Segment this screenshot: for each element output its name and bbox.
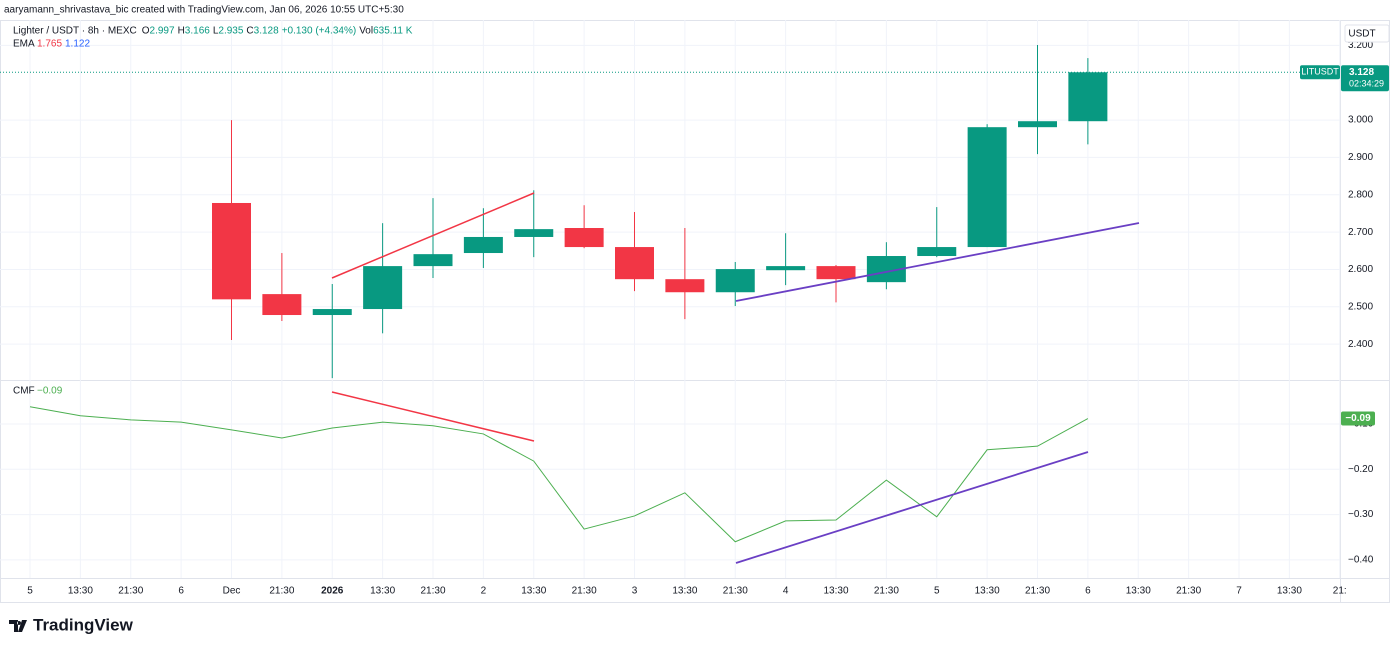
change: +0.130 (+4.34%) (282, 26, 357, 37)
candle-body (715, 269, 755, 293)
candle-body (766, 266, 806, 271)
x-tick-label: 21: (1333, 586, 1347, 597)
x-tick-label: 13:30 (1277, 586, 1302, 597)
price-tag (1341, 65, 1389, 92)
y-tick-label: 2.400 (1348, 339, 1373, 350)
volume-label: Vol (359, 26, 373, 37)
x-tick-label: 21:30 (572, 586, 597, 597)
y-tick-label: 3.200 (1348, 40, 1373, 51)
trend-line (735, 451, 1089, 564)
x-tick-label: 5 (27, 586, 33, 597)
y-tick-label: 2.800 (1348, 189, 1373, 200)
candle-body (564, 228, 604, 248)
ema-value: 1.765 (37, 39, 62, 50)
ohlc-value: 3.166 (185, 26, 210, 37)
ohlc-value: 2.997 (150, 26, 175, 37)
x-tick-label: 21:30 (1025, 586, 1050, 597)
cmf-value-tag (1341, 411, 1375, 426)
x-tick-label: 2 (481, 586, 487, 597)
attribution: aaryamann_shrivastava_bic created with T… (4, 5, 404, 16)
x-tick-label: 13:30 (68, 586, 93, 597)
candle-body (665, 279, 705, 293)
candle-body (514, 229, 554, 237)
x-tick-label: 21:30 (118, 586, 143, 597)
countdown: 02:34:29 (1349, 79, 1384, 89)
x-tick-label: 7 (1236, 586, 1242, 597)
x-tick-label: 21:30 (420, 586, 445, 597)
x-tick-label: 13:30 (521, 586, 546, 597)
cmf-legend-value: −0.09 (37, 386, 63, 397)
x-tick-label: 2026 (321, 586, 344, 597)
ohlc-label: L (213, 26, 219, 37)
candle-body (312, 309, 352, 316)
x-tick-label: 21:30 (1176, 586, 1201, 597)
ohlc-value: 3.128 (254, 26, 279, 37)
brand: TradingView (33, 615, 134, 634)
cmf-legend-name: CMF (13, 386, 35, 397)
price-tag-label: 3.128 (1349, 67, 1374, 78)
candle-body (212, 202, 251, 300)
ema-value: 1.122 (65, 39, 90, 50)
x-tick-label: 13:30 (1126, 586, 1151, 597)
y-tick-label: 2.900 (1348, 152, 1373, 163)
legend: CMF −0.09 Lighter / USDT · 8h · MEXC O 2.997… (13, 26, 413, 397)
candle-body (262, 294, 302, 316)
x-tick-label: 13:30 (370, 586, 395, 597)
trend-line (331, 391, 535, 442)
ohlc-value: 2.935 (218, 26, 243, 37)
trend-line (331, 192, 535, 279)
grid (0, 20, 1341, 578)
symbol: Lighter / USDT · 8h · MEXC (13, 26, 137, 37)
candle-body (413, 254, 453, 267)
x-tick-label: 13:30 (823, 586, 848, 597)
currency-box[interactable] (1344, 24, 1390, 43)
candle-body (363, 266, 403, 310)
cmf-line (29, 406, 1089, 543)
symbol-tag-label: LITUSDT (1301, 67, 1339, 77)
currency[interactable]: USDT (1348, 29, 1375, 40)
chart-frame (0, 20, 1390, 603)
volume-value: 635.11 K (373, 26, 413, 37)
axes: 5 13:30 21:30 6 Dec 21:30 2026 13:30 21:30 2 13:30… (27, 40, 1389, 597)
x-tick-label: 13:30 (672, 586, 697, 597)
x-tick-label: 13:30 (975, 586, 1000, 597)
plot (0, 45, 1340, 543)
y-tick-label: 2.700 (1348, 227, 1373, 238)
y2-tick-label: −0.40 (1348, 555, 1374, 566)
y2-tick-label: −0.20 (1348, 464, 1374, 475)
ema-name: EMA (13, 39, 35, 50)
ohlc-label: H (178, 26, 185, 37)
x-tick-label: 21:30 (723, 586, 748, 597)
x-tick-label: 3 (632, 586, 638, 597)
symbol-tag (1300, 65, 1340, 80)
x-tick-label: 6 (1085, 586, 1091, 597)
brand-logo (9, 620, 27, 632)
candle-body (1068, 72, 1108, 122)
candle-body (816, 266, 856, 280)
y-tick-label: 2.500 (1348, 301, 1373, 312)
ohlc-label: O (142, 26, 150, 37)
cmf-value-tag-label: −0.09 (1345, 413, 1371, 424)
ohlc-label: C (246, 26, 253, 37)
y-tick-label: 2.600 (1348, 264, 1373, 275)
trend-line (735, 222, 1140, 302)
candle-body (615, 247, 654, 280)
x-tick-label: 5 (934, 586, 940, 597)
candle-body (463, 236, 503, 254)
y2-tick-label: −0.30 (1348, 509, 1374, 520)
x-tick-label: 4 (783, 586, 789, 597)
candle-body (967, 127, 1007, 248)
x-tick-label: 21:30 (874, 586, 899, 597)
x-tick-label: Dec (223, 586, 241, 597)
candle-body (1018, 121, 1057, 128)
candle-body (917, 247, 957, 257)
x-tick-label: 21:30 (269, 586, 294, 597)
y-tick-label: 3.000 (1348, 115, 1373, 126)
x-tick-label: 6 (178, 586, 184, 597)
